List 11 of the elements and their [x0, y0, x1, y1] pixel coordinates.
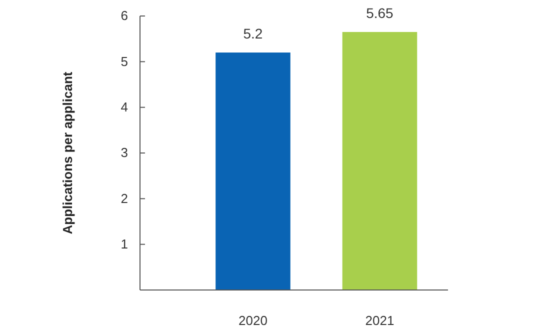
- y-axis-title: Applications per applicant: [60, 71, 75, 234]
- y-tick-label: 6: [120, 8, 128, 24]
- y-tick-label: 4: [120, 99, 128, 114]
- y-tick-label: 2: [120, 190, 128, 206]
- x-tick-label: 2020: [238, 313, 268, 328]
- y-tick-label: 5: [120, 54, 128, 69]
- data-label: 5.65: [366, 4, 394, 21]
- x-tick-label: 2021: [365, 313, 394, 328]
- data-label: 5.2: [243, 26, 263, 42]
- y-tick-label: 3: [120, 145, 128, 160]
- y-tick-label: 1: [120, 236, 128, 252]
